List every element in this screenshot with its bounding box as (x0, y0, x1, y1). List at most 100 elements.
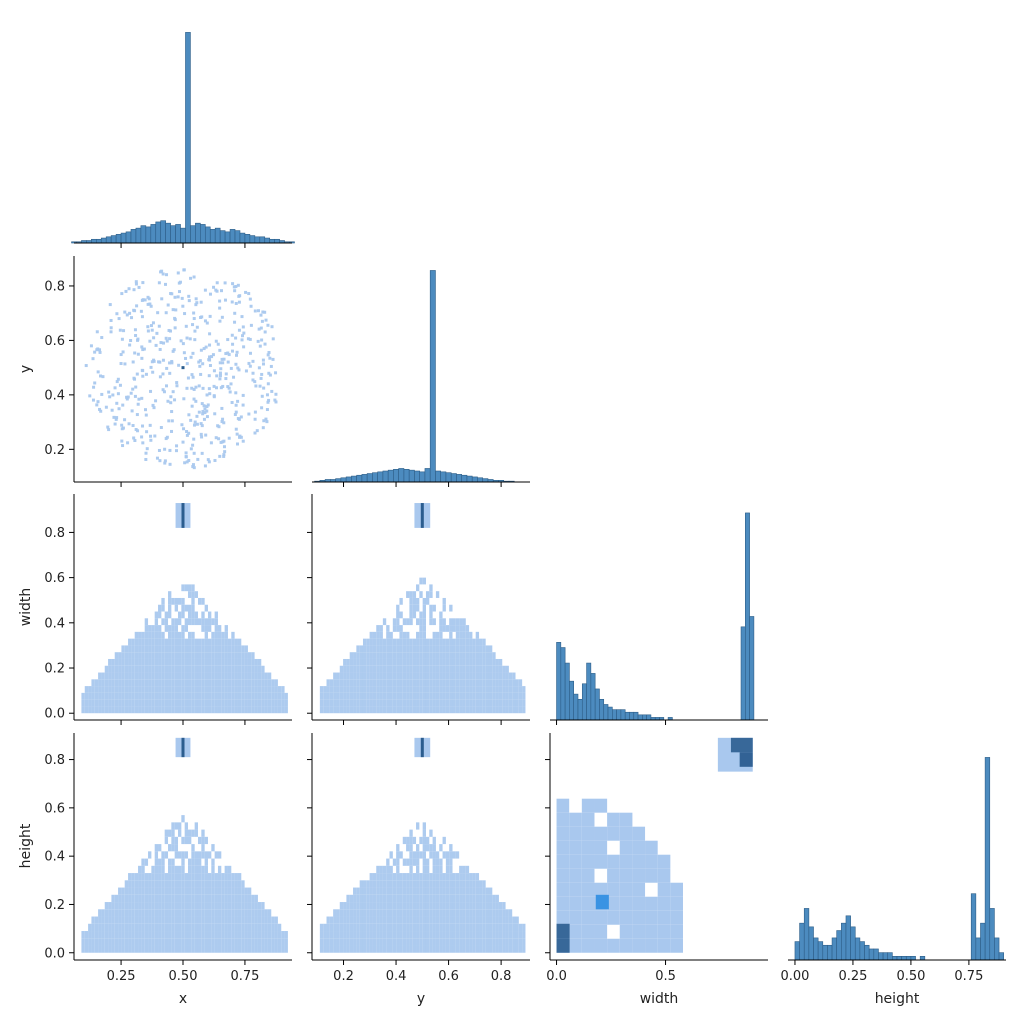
heat-cell (81, 945, 85, 953)
heat-cell (406, 652, 410, 659)
hist-bar (372, 472, 378, 483)
hist-bar (356, 474, 363, 483)
heat-cell (346, 945, 350, 953)
heat-cell (199, 315, 203, 319)
heat-cell (569, 924, 582, 939)
heat-cell (402, 645, 407, 653)
heat-cell (382, 902, 387, 910)
heat-cell (164, 938, 169, 946)
heat-cell (184, 909, 189, 917)
heat-cell (402, 873, 407, 881)
heat-cell (217, 880, 222, 888)
heat-cell (266, 400, 270, 404)
heat-cell (333, 938, 337, 946)
heat-cell (189, 276, 193, 280)
heat-cell (492, 894, 496, 903)
heat-cell (556, 840, 570, 855)
heat-cell (171, 645, 175, 653)
heat-cell (420, 503, 424, 528)
heat-cell (657, 896, 671, 911)
heat-cell (111, 902, 115, 910)
heat-cell (217, 902, 222, 910)
heat-cell (379, 909, 383, 917)
heat-cell (512, 672, 516, 680)
heat-cell (594, 798, 608, 813)
heat-cell (191, 465, 195, 469)
heat-cell (213, 458, 217, 462)
heat-cell (409, 923, 413, 932)
heat-cell (211, 618, 215, 626)
heat-cell (402, 931, 407, 939)
heat-cell (237, 638, 242, 646)
heat-cell (141, 945, 145, 953)
heat-cell (197, 873, 202, 881)
heat-cell (135, 304, 139, 308)
heat-cell (479, 909, 483, 917)
heat-cell (343, 938, 347, 946)
heat-cell (175, 384, 179, 388)
heat-cell (91, 916, 95, 924)
heat-cell (187, 945, 192, 953)
heat-cell (389, 909, 393, 917)
heat-cell (406, 665, 410, 673)
heat-cell (101, 916, 105, 924)
hist-bar (259, 236, 266, 244)
heat-cell (217, 706, 222, 714)
heat-cell (214, 699, 218, 707)
heat-cell (224, 865, 228, 874)
heat-cell (432, 604, 436, 612)
heat-cell (416, 865, 420, 874)
heat-cell (508, 931, 513, 939)
heat-cell (498, 665, 503, 673)
heat-cell (329, 706, 334, 714)
heat-cell (174, 706, 179, 714)
heat-cell (372, 699, 377, 707)
y-tick-label: 0.6 (44, 334, 65, 349)
heat-cell (174, 844, 179, 852)
hist-bar (624, 711, 630, 721)
heat-cell (104, 916, 109, 924)
heat-cell (382, 880, 387, 888)
heat-cell (261, 679, 265, 687)
heat-cell (439, 858, 443, 866)
hist-bar (195, 222, 201, 244)
heat-cell (396, 706, 400, 714)
heat-cell (339, 945, 344, 953)
heat-cell (420, 737, 424, 758)
heat-cell (208, 364, 212, 368)
hist-bar (836, 930, 842, 961)
heat-cell (267, 371, 271, 375)
heat-cell (251, 378, 255, 382)
heat-cell (168, 631, 172, 639)
heat-cell (134, 692, 139, 700)
heat-cell (168, 938, 172, 946)
heat-cell (254, 923, 258, 932)
heat-cell (326, 916, 330, 924)
heat-cell (222, 445, 226, 449)
heat-cell (237, 931, 242, 939)
heat-cell (247, 652, 252, 659)
heat-cell (425, 597, 430, 605)
heat-cell (607, 826, 620, 841)
heat-cell (366, 923, 370, 932)
heat-cell (185, 362, 189, 366)
heat-cell (214, 638, 218, 646)
heat-cell (212, 285, 216, 289)
heat-cell (386, 938, 390, 946)
heat-cell (195, 325, 199, 329)
heat-cell (184, 638, 189, 646)
heat-cell (171, 706, 175, 714)
heat-cell (336, 938, 340, 946)
heat-cell (399, 894, 403, 903)
heat-cell (396, 604, 400, 612)
heat-cell (257, 706, 262, 714)
heat-cell (227, 909, 232, 917)
heat-cell (207, 672, 212, 680)
heat-cell (227, 436, 231, 440)
hist-bar (366, 473, 373, 483)
heat-cell (485, 945, 489, 953)
heat-cell (161, 272, 165, 276)
heat-cell (366, 672, 370, 680)
x-tick-label: 0.00 (780, 969, 809, 984)
heat-cell (194, 399, 198, 403)
